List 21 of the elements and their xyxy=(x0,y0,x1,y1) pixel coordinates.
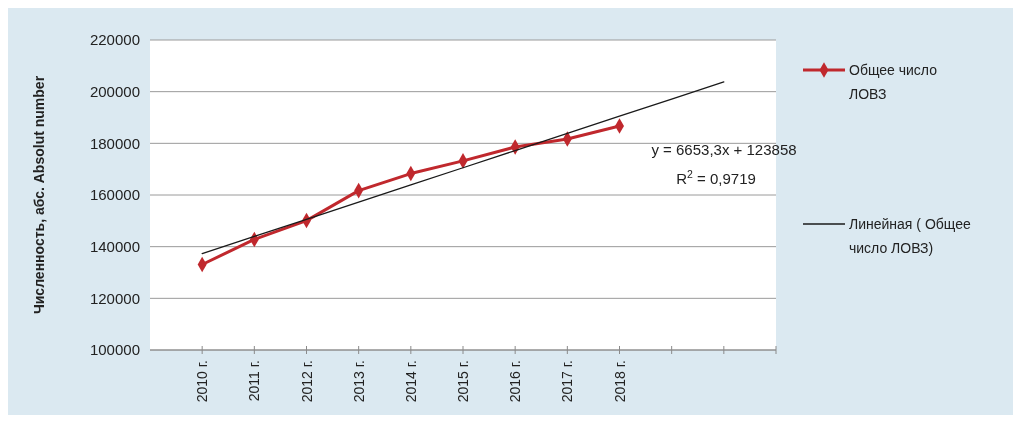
y-tick-label: 220000 xyxy=(89,31,140,49)
legend-label: Общее число ЛОВЗ xyxy=(849,62,938,102)
y-axis-title: Численность, абс. Absolut number xyxy=(31,75,47,315)
legend-label: Линейная ( Общее число ЛОВЗ) xyxy=(849,216,971,256)
y-tick-label: 100000 xyxy=(89,341,140,359)
annotation: R$^{2}$ = 0,9719 xyxy=(676,168,756,187)
x-tick-label: 2015 г. xyxy=(455,360,471,403)
x-tick-label: 2011 г. xyxy=(246,360,263,402)
y-tick-label: 180000 xyxy=(89,134,140,152)
x-tick-label: 2018 г. xyxy=(611,360,628,403)
x-tick-label: 2012 г. xyxy=(298,360,315,403)
y-tick-label: 160000 xyxy=(89,186,140,204)
x-tick-label: 2014 г. xyxy=(402,360,419,403)
annotation: y = 6653,3x + 123858 xyxy=(651,141,797,158)
x-tick-label: 2016 г. xyxy=(507,360,524,403)
y-tick-label: 120000 xyxy=(89,289,140,307)
x-tick-label: 2010 г. xyxy=(194,360,211,403)
y-tick-label: 140000 xyxy=(89,237,140,255)
x-tick-label: 2013 г. xyxy=(350,360,367,403)
y-tick-label: 200000 xyxy=(89,82,140,100)
x-tick-label: 2017 г. xyxy=(559,360,576,403)
